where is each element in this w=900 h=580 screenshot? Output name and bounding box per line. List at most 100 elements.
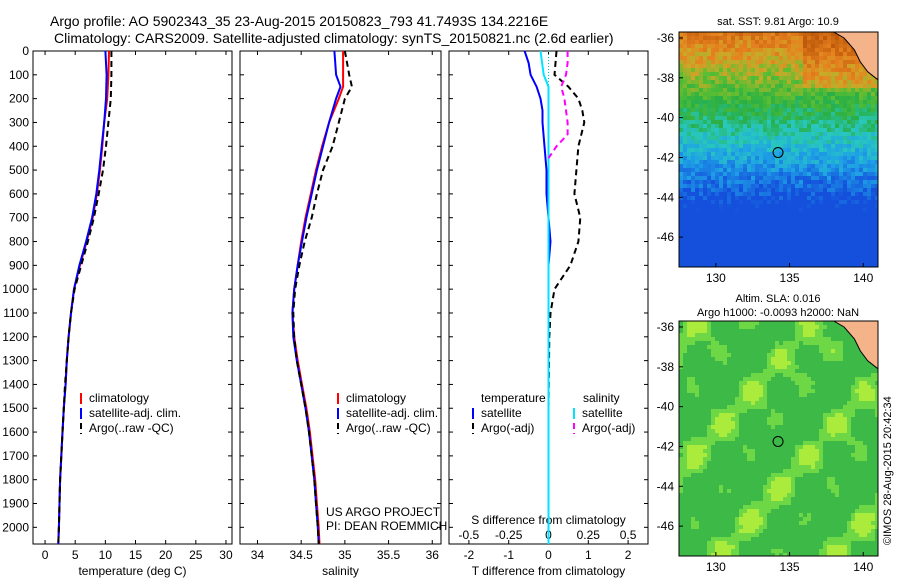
sla-map-cell (727, 365, 731, 369)
sst-map-cell (707, 260, 711, 264)
sla-map-cell (763, 353, 767, 357)
sst-map-cell (791, 148, 795, 152)
sst-map-cell (871, 228, 875, 232)
sst-map-cell (847, 180, 851, 184)
sla-map-cell (775, 405, 779, 409)
sla-map-cell (875, 373, 878, 377)
sst-map-cell (867, 172, 871, 176)
sst-map-cell (779, 156, 783, 160)
sst-map-cell (871, 104, 875, 108)
sst-map-cell (763, 136, 767, 140)
sst-map-cell (763, 100, 767, 104)
sst-map-cell (839, 176, 843, 180)
sla-map-cell (835, 337, 839, 341)
sla-map-cell (723, 449, 727, 453)
sst-map-cell (719, 228, 723, 232)
sst-map-cell (771, 36, 775, 40)
sla-map-cell (707, 333, 711, 337)
sla-map-cell (863, 437, 867, 441)
sst-map-cell (775, 36, 779, 40)
sla-map-cell (679, 425, 683, 429)
sst-map-cell (727, 92, 731, 96)
sla-map-cell (731, 401, 735, 405)
sla-map-cell (815, 377, 819, 381)
sst-map-cell (731, 60, 735, 64)
sst-map-cell (807, 184, 811, 188)
sla-map-cell (875, 377, 878, 381)
sst-map-cell (855, 164, 859, 168)
sla-map-cell (763, 361, 767, 365)
sst-map-cell (743, 172, 747, 176)
sst-map-cell (791, 224, 795, 228)
sst-map-cell (703, 156, 707, 160)
sla-map-cell (719, 357, 723, 361)
sst-map-cell (755, 264, 759, 267)
sla-map-cell (855, 377, 859, 381)
sst-map-cell (715, 92, 719, 96)
sla-map-cell (855, 409, 859, 413)
sst-map-cell (747, 44, 751, 48)
sst-map-cell (743, 124, 747, 128)
sst-map-cell (699, 96, 703, 100)
sst-map-cell (791, 184, 795, 188)
sla-map-cell (767, 381, 771, 385)
sla-map-cell (799, 377, 803, 381)
sst-map-cell (739, 36, 743, 40)
sst-map-cell (683, 152, 687, 156)
sst-map-cell (863, 112, 867, 116)
sla-map-cell (751, 413, 755, 417)
sst-map-cell (747, 172, 751, 176)
sla-map-cell (819, 361, 823, 365)
sst-map-cell (723, 52, 727, 56)
sst-map-cell (767, 224, 771, 228)
sst-map-cell (699, 184, 703, 188)
sst-map-cell (707, 64, 711, 68)
sst-map-cell (707, 116, 711, 120)
sst-map-cell (691, 260, 695, 264)
sst-map-cell (859, 140, 863, 144)
sla-map-cell (683, 405, 687, 409)
sst-map-cell (679, 92, 683, 96)
sst-map-cell (831, 48, 835, 52)
sst-map-cell (791, 84, 795, 88)
sla-map-cell (743, 337, 747, 341)
sla-map-cell (827, 453, 831, 457)
sla-map-cell (703, 445, 707, 449)
sla-map-cell (739, 433, 743, 437)
sla-map-cell (683, 325, 687, 329)
sla-map-cell (763, 357, 767, 361)
sst-map-cell (775, 108, 779, 112)
sla-map-cell (755, 393, 759, 397)
sla-map-cell (803, 361, 807, 365)
sst-map-cell (707, 180, 711, 184)
sst-map-cell (735, 40, 739, 44)
sst-map-cell (823, 192, 827, 196)
sst-map-cell (763, 72, 767, 76)
sst-map-cell (755, 168, 759, 172)
sst-map-cell (847, 140, 851, 144)
sla-map-cell (679, 441, 683, 445)
sst-map-cell (723, 120, 727, 124)
sst-map-cell (747, 68, 751, 72)
sst-map-cell (795, 248, 799, 252)
sst-map-cell (739, 180, 743, 184)
sst-map-cell (711, 60, 715, 64)
sst-map-cell (691, 216, 695, 220)
sst-map-cell (763, 168, 767, 172)
sla-map-cell (715, 397, 719, 401)
sst-map-cell (827, 60, 831, 64)
sst-map-cell (795, 180, 799, 184)
sla-map-cell (703, 413, 707, 417)
sla-map-cell (739, 421, 743, 425)
sst-map-cell (811, 256, 815, 260)
sst-map-cell (707, 244, 711, 248)
sst-map-cell (831, 56, 835, 60)
sla-map-cell (723, 365, 727, 369)
sla-map-cell (835, 333, 839, 337)
sst-map-cell (847, 60, 851, 64)
sst-map-cell (871, 232, 875, 236)
sla-map-cell (875, 385, 878, 389)
sla-map-cell (823, 381, 827, 385)
sst-map-cell (727, 212, 731, 216)
sla-map-cell (791, 381, 795, 385)
